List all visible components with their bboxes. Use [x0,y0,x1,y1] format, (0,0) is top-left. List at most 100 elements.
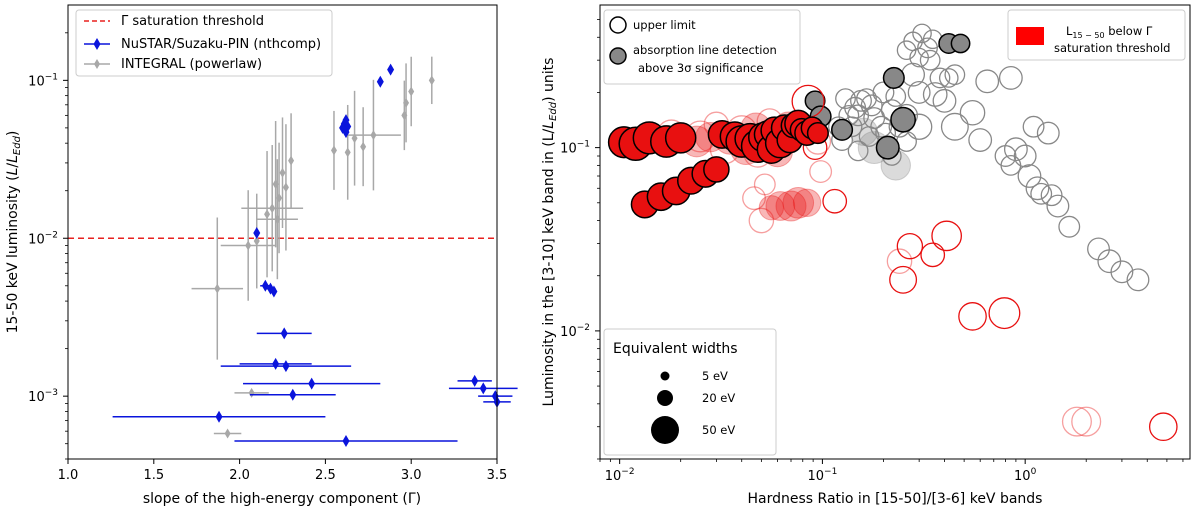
integral-point [279,117,286,228]
integral-point-marker [351,133,358,144]
grey-upper-limit-circle [932,88,957,113]
integral-point-marker [408,86,415,97]
integral-point [351,90,358,186]
nustar-point-marker [289,388,297,401]
marker-legend-box [603,9,801,85]
grey-upper-limit-circle [1017,164,1042,188]
right-ytick-label-base: 10 [560,142,577,157]
left-ytick-label-base: 10 [28,390,45,405]
nustar-point-marker [282,360,290,373]
left-ytick-label: 10−1 [28,72,58,89]
legend-red-swatch [1016,27,1044,45]
integral-point-marker [428,75,435,86]
left-legend-box [75,9,333,77]
integral-point-marker [288,155,295,166]
red-detection-circle [765,191,796,221]
red-upper-limit-circle [896,232,924,260]
ew-legend-20ev-label: 20 eV [702,391,735,405]
legend-red-label: L15 − 50 below Γ [1066,24,1153,40]
ew-legend-title: Equivalent widths [613,341,738,357]
left-xtick-label: 3.0 [401,468,422,483]
integral-point-marker [282,182,289,193]
right-ew-legend: Equivalent widths 5 eV 20 eV 50 eV [603,328,777,456]
nustar-point [342,126,350,139]
grey-upper-limit-circle [940,112,969,141]
grey-upper-limit-circle [1030,182,1053,205]
nustar-point-marker [471,374,479,387]
red-detection-circle [806,122,829,145]
nustar-point [387,63,395,76]
integral-point [220,190,276,301]
grey-upper-limit-circle [847,140,869,162]
left-ytick-label-base: 10 [28,74,45,89]
integral-point-marker [344,147,351,158]
ew-legend-box [603,328,777,456]
red-detection-circle [664,122,697,154]
right-marker-legend: upper limit absorption line detection ab… [603,9,801,85]
grey-detection-circle [950,33,971,54]
legend-red-label-line2: saturation threshold [1054,41,1170,55]
integral-point [191,217,244,360]
right-ytick-label: 10−2 [560,323,590,340]
left-y-axis-label: 15-50 keV luminosity (L/LEdd) [5,131,23,334]
integral-point-marker [279,167,286,178]
integral-point-marker [245,240,252,251]
nustar-point [112,410,326,423]
red-upper-limit-circle [931,220,963,252]
integral-point [256,159,298,280]
nustar-point [220,360,352,373]
right-xtick-label: 100 [1014,467,1037,484]
integral-point-marker [253,236,260,247]
red-upper-limit-circle [822,188,848,214]
grey-upper-limit-circle [975,69,1000,94]
nustar-point-marker [342,435,350,448]
right-ytick-label: 10−1 [560,140,590,157]
integral-point [241,145,304,272]
integral-point [253,193,260,289]
red-upper-limit-circle [809,160,833,184]
integral-point-marker [370,130,377,141]
nustar-point-marker [272,357,280,370]
right-xtick-label-exp: −1 [824,467,837,477]
left-ytick-label: 10−2 [28,230,58,247]
nustar-point-marker [387,63,395,76]
red-detection-circle [703,156,730,183]
nustar-point-marker [280,327,288,340]
grey-upper-limit-circle [1046,194,1070,218]
nustar-point [243,377,381,390]
grey-upper-limit-circle [944,64,966,86]
nustar-point [376,75,384,88]
nustar-point [239,357,312,370]
right-plot-frame [599,4,1191,460]
right-points-layer [607,23,1178,442]
red-detection-circle [775,190,807,222]
right-xtick-label-base: 10 [1014,469,1031,484]
nustar-point [457,374,492,387]
left-xtick-label: 2.5 [315,468,336,483]
grey-detection-circle [875,135,900,160]
legend-detection-label: absorption line detection [633,43,777,57]
right-ytick-label-exp: −1 [577,140,590,150]
left-x-axis-label: slope of the high-energy component (Γ) [143,491,421,507]
left-plot-frame [67,4,498,460]
ew-legend-5ev-swatch [660,371,670,381]
red-upper-limit-circle [1071,406,1102,437]
integral-point-marker [269,203,276,214]
red-detection-circle [782,186,815,219]
integral-point-marker [360,141,367,152]
red-upper-limit-circle [886,248,913,275]
grey-upper-limit-circle [1000,154,1022,176]
grey-upper-limit-circle [998,66,1023,90]
nustar-point [270,285,278,298]
right-x-axis-label: Hardness Ratio in [15-50]/[3-6] keV band… [748,491,1043,507]
legend-integral-label: INTEGRAL (powerlaw) [121,57,262,72]
legend-detection-swatch [609,47,627,65]
grey-detection-circle [882,66,905,89]
nustar-point-marker [308,377,316,390]
right-xtick-label: 10−1 [807,467,837,484]
left-ytick-label-base: 10 [28,232,45,247]
ew-legend-20ev-swatch [657,390,673,406]
grey-upper-limit-circle [835,88,856,110]
red-upper-limit-circle [1148,412,1178,442]
